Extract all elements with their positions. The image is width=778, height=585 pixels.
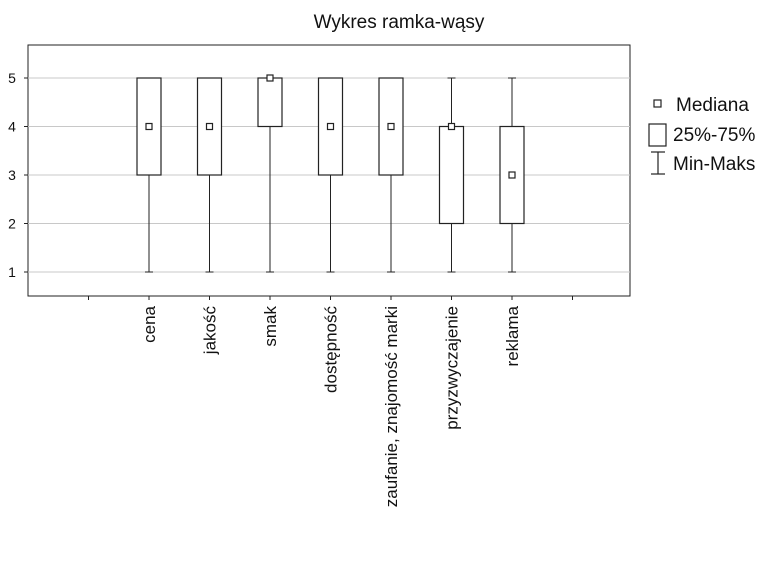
median-marker: [508, 171, 516, 179]
legend: Mediana 25%-75% Min-Maks: [648, 95, 755, 175]
y-axis: 1 2 3 4 5: [8, 70, 28, 280]
box-6: [438, 77, 465, 273]
x-axis: cena jakość smak dostępność zaufanie, znajom…: [88, 296, 573, 507]
iqr-box: [317, 77, 344, 176]
y-tick-label: 1: [8, 264, 16, 280]
iqr-box: [438, 125, 465, 225]
median-marker: [326, 122, 335, 131]
legend-box-label: 25%-75%: [673, 125, 755, 146]
box-7: [499, 77, 525, 273]
legend-median-marker: [653, 99, 662, 108]
y-tick-label: 4: [8, 119, 16, 135]
legend-median-label: Mediana: [676, 95, 749, 116]
legend-whisker-label: Min-Maks: [673, 154, 755, 175]
category-label: smak: [261, 306, 280, 347]
category-label: jakość: [201, 306, 220, 356]
y-tick-label: 3: [8, 167, 16, 183]
iqr-box: [257, 77, 283, 128]
y-tick-label: 5: [8, 70, 16, 86]
median-marker: [145, 122, 153, 131]
category-label: dostępność: [322, 306, 341, 393]
category-label: przyzwyczajenie: [443, 306, 462, 430]
box-4: [317, 77, 344, 273]
category-label: cena: [140, 305, 159, 342]
median-marker: [387, 122, 395, 131]
box-5: [378, 77, 404, 273]
box-series: [136, 74, 525, 273]
box-2: [196, 77, 223, 273]
legend-box-marker: [648, 123, 667, 147]
box-1: [136, 77, 162, 273]
box-3: [257, 74, 283, 273]
y-tick-label: 2: [8, 216, 16, 232]
median-marker: [205, 122, 214, 131]
plot-area-frame: [27, 44, 631, 297]
category-label: reklama: [503, 305, 522, 366]
median-marker: [266, 74, 274, 82]
chart-title: Wykres ramka-wąsy: [314, 12, 485, 33]
median-marker: [447, 122, 456, 131]
category-label: zaufanie, znajomość marki: [382, 306, 401, 507]
